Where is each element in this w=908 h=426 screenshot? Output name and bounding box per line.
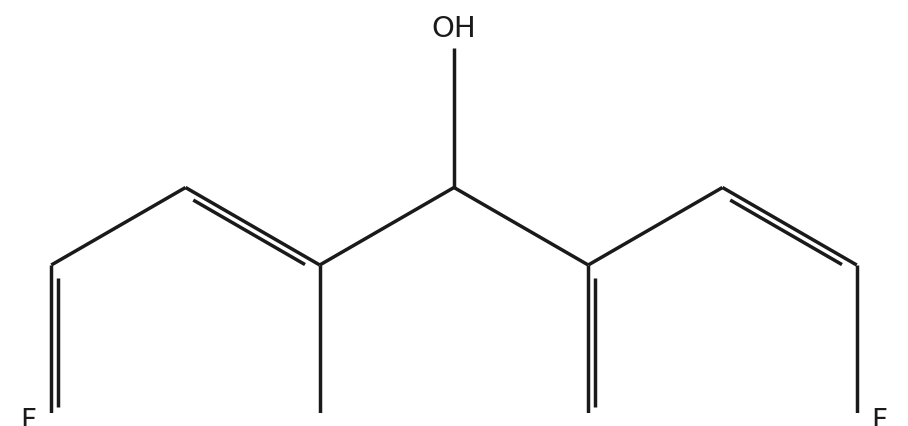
Text: F: F bbox=[872, 406, 888, 426]
Text: F: F bbox=[20, 406, 36, 426]
Text: OH: OH bbox=[431, 15, 477, 43]
